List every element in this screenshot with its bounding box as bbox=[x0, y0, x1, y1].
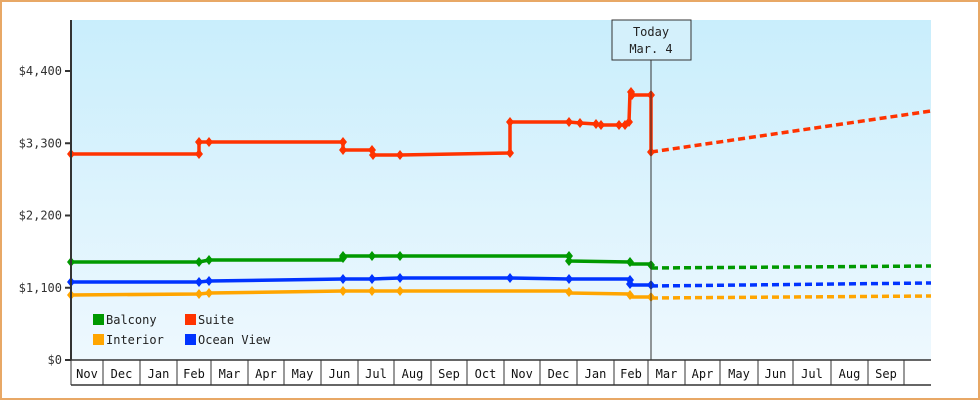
data-point-marker[interactable] bbox=[565, 117, 573, 127]
legend-swatch bbox=[185, 334, 196, 345]
y-tick-label: $0 bbox=[48, 353, 62, 367]
data-point-marker[interactable] bbox=[626, 290, 634, 300]
x-month-label: Sep bbox=[875, 367, 897, 381]
series-suite bbox=[67, 87, 932, 160]
legend-item-balcony[interactable]: Balcony bbox=[93, 313, 157, 327]
data-point-marker[interactable] bbox=[339, 253, 347, 263]
data-point-marker[interactable] bbox=[565, 274, 573, 284]
legend-label: Ocean View bbox=[198, 333, 271, 347]
y-tick-label: $4,400 bbox=[19, 64, 62, 78]
x-month-label: Feb bbox=[183, 367, 205, 381]
x-month-label: Apr bbox=[255, 367, 277, 381]
data-point-marker[interactable] bbox=[396, 150, 404, 160]
data-point-marker[interactable] bbox=[506, 117, 514, 127]
legend-swatch bbox=[185, 314, 196, 325]
legend-item-interior[interactable]: Interior bbox=[93, 333, 164, 347]
legend-label: Balcony bbox=[106, 313, 157, 327]
data-point-marker[interactable] bbox=[205, 276, 213, 286]
data-point-marker[interactable] bbox=[615, 120, 623, 130]
x-month-label: Nov bbox=[76, 367, 98, 381]
x-month-label: Dec bbox=[548, 367, 570, 381]
y-tick-label: $1,100 bbox=[19, 281, 62, 295]
x-month-label: Aug bbox=[839, 367, 861, 381]
x-month-label: Feb bbox=[620, 367, 642, 381]
x-month-label: Jul bbox=[801, 367, 823, 381]
data-point-marker[interactable] bbox=[506, 273, 514, 283]
data-point-marker[interactable] bbox=[576, 118, 584, 128]
data-point-marker[interactable] bbox=[628, 90, 636, 100]
legend-label: Suite bbox=[198, 313, 234, 327]
legend-item-ocean-view[interactable]: Ocean View bbox=[185, 333, 271, 347]
data-point-marker[interactable] bbox=[195, 277, 203, 287]
today-label: Today bbox=[633, 25, 669, 39]
x-month-label: Jan bbox=[585, 367, 607, 381]
legend-swatch bbox=[93, 314, 104, 325]
x-month-label: Mar bbox=[656, 367, 678, 381]
legend-item-suite[interactable]: Suite bbox=[185, 313, 234, 327]
data-point-marker[interactable] bbox=[597, 120, 605, 130]
data-point-marker[interactable] bbox=[625, 117, 633, 127]
legend-label: Interior bbox=[106, 333, 164, 347]
data-point-marker[interactable] bbox=[626, 279, 634, 289]
data-point-marker[interactable] bbox=[205, 288, 213, 298]
x-month-label: Jun bbox=[329, 367, 351, 381]
y-tick-label: $2,200 bbox=[19, 209, 62, 223]
data-point-marker[interactable] bbox=[339, 137, 347, 147]
data-point-marker[interactable] bbox=[592, 119, 600, 129]
x-month-label: Sep bbox=[438, 367, 460, 381]
data-point-marker[interactable] bbox=[339, 145, 347, 155]
data-point-marker[interactable] bbox=[195, 137, 203, 147]
today-marker: Today Mar. 4 bbox=[611, 19, 692, 360]
plot-area bbox=[71, 20, 931, 360]
forecast-line bbox=[650, 281, 932, 288]
forecast-line bbox=[650, 294, 932, 300]
data-point-marker[interactable] bbox=[565, 256, 573, 266]
x-month-label: Aug bbox=[402, 367, 424, 381]
x-month-label: May bbox=[728, 367, 750, 381]
today-label-box bbox=[611, 19, 692, 61]
series-ocean-view bbox=[67, 273, 932, 290]
legend: Balcony Suite Interior Ocean View bbox=[93, 313, 271, 347]
data-point-marker[interactable] bbox=[396, 251, 404, 261]
legend-swatch bbox=[93, 334, 104, 345]
data-point-marker[interactable] bbox=[339, 274, 347, 284]
data-point-marker[interactable] bbox=[368, 274, 376, 284]
series-interior bbox=[67, 286, 932, 302]
x-month-label: Jul bbox=[365, 367, 387, 381]
data-point-marker[interactable] bbox=[339, 286, 347, 296]
x-month-label: Dec bbox=[111, 367, 133, 381]
data-point-marker[interactable] bbox=[195, 257, 203, 267]
data-point-marker[interactable] bbox=[195, 149, 203, 159]
x-month-label: Jun bbox=[765, 367, 787, 381]
data-point-marker[interactable] bbox=[205, 255, 213, 265]
x-month-label: Oct bbox=[475, 367, 497, 381]
data-point-marker[interactable] bbox=[396, 273, 404, 283]
data-point-marker[interactable] bbox=[506, 148, 514, 158]
y-tick-label: $3,300 bbox=[19, 136, 62, 150]
data-point-marker[interactable] bbox=[195, 289, 203, 299]
data-point-marker[interactable] bbox=[565, 287, 573, 297]
data-point-marker[interactable] bbox=[369, 150, 377, 160]
forecast-line bbox=[650, 264, 932, 270]
x-month-label: Nov bbox=[511, 367, 533, 381]
x-month-label: Mar bbox=[219, 367, 241, 381]
series-balcony bbox=[67, 251, 932, 270]
series-layer bbox=[67, 87, 932, 302]
data-point-marker[interactable] bbox=[626, 257, 634, 267]
data-point-marker[interactable] bbox=[368, 251, 376, 261]
today-date: Mar. 4 bbox=[629, 42, 672, 56]
forecast-line bbox=[650, 109, 932, 154]
data-point-marker[interactable] bbox=[205, 137, 213, 147]
data-point-marker[interactable] bbox=[368, 286, 376, 296]
data-point-marker[interactable] bbox=[396, 286, 404, 296]
x-month-label: Jan bbox=[148, 367, 170, 381]
series-line bbox=[71, 90, 653, 157]
x-month-label: Apr bbox=[692, 367, 714, 381]
axes-layer: $0 $1,100 $2,200 $3,300 $4,400 Nov Dec Jan Feb Ma… bbox=[19, 20, 931, 386]
x-month-label: May bbox=[292, 367, 314, 381]
